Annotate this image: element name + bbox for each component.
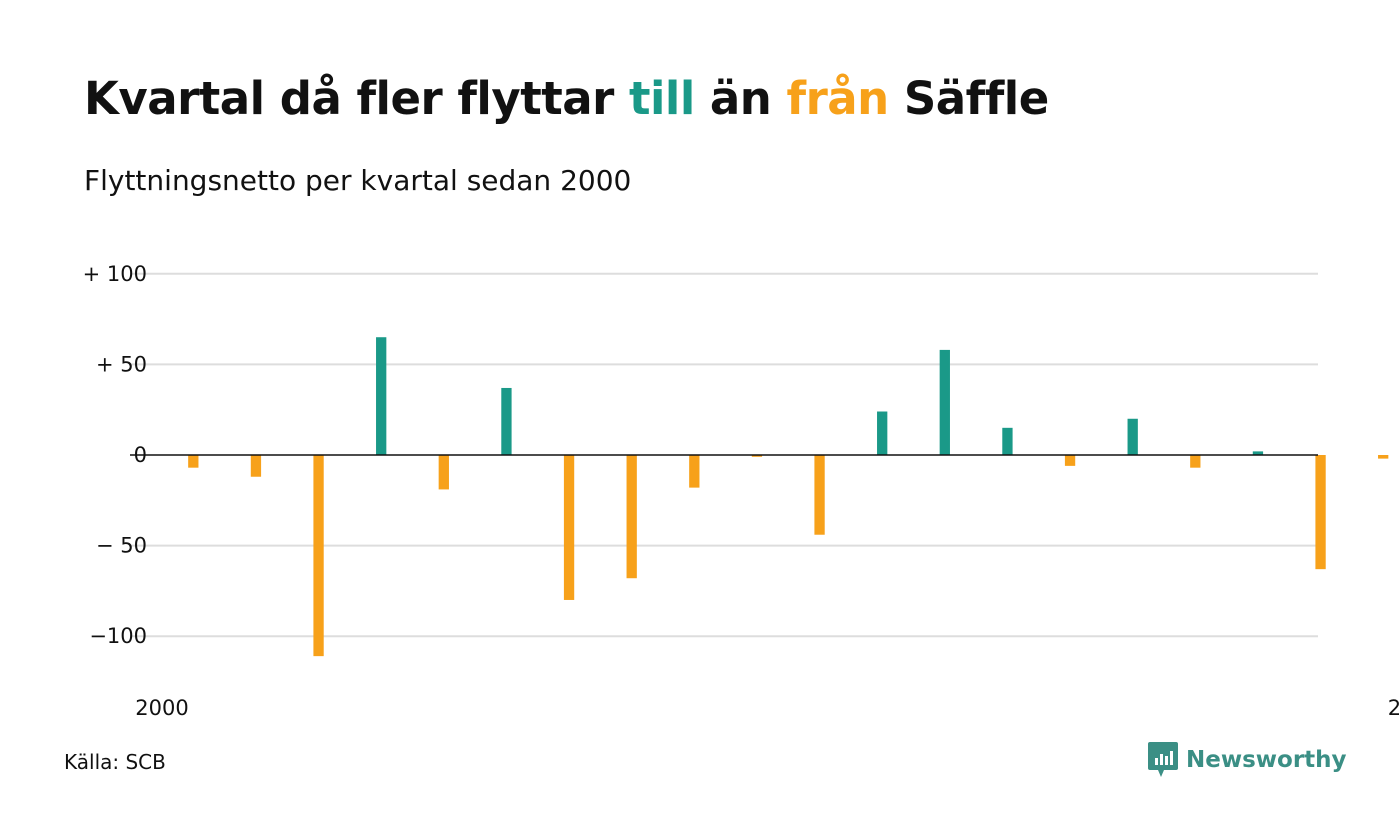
bar xyxy=(626,455,637,579)
bar xyxy=(689,455,700,488)
newsworthy-logo: Newsworthy xyxy=(1148,742,1347,778)
bar xyxy=(501,387,512,455)
y-tick-label: + 100 xyxy=(83,262,147,286)
bar xyxy=(939,349,950,455)
bar-chart: + 100+ 500− 50−10020002005201020152020 xyxy=(83,262,1400,720)
bar xyxy=(1315,455,1326,570)
bar xyxy=(877,411,888,455)
bar xyxy=(563,455,575,600)
title-till: till xyxy=(628,72,695,125)
bar xyxy=(438,455,449,490)
newsworthy-logo-text: Newsworthy xyxy=(1186,747,1347,773)
source-note: Källa: SCB xyxy=(64,750,166,774)
bar xyxy=(1190,455,1201,468)
axes: + 100+ 500− 50−10020002005201020152020 xyxy=(83,262,1400,720)
x-tick-label: 2005 xyxy=(1388,696,1400,720)
y-tick-label: −100 xyxy=(89,624,147,648)
bar xyxy=(313,455,324,657)
bar xyxy=(814,455,825,535)
bar xyxy=(1002,427,1013,455)
bar xyxy=(751,455,763,457)
bar xyxy=(1378,455,1389,459)
bars xyxy=(188,337,1389,657)
chart-title: Kvartal då fler flyttar till än från Säf… xyxy=(84,72,1049,125)
title-part-1: Kvartal då fler flyttar xyxy=(84,72,629,125)
bar xyxy=(188,455,199,468)
title-part-3: Säffle xyxy=(888,72,1049,125)
bar xyxy=(250,455,262,477)
bar xyxy=(1064,455,1076,466)
title-fran: från xyxy=(786,72,890,125)
grid-lines xyxy=(130,272,1318,638)
newsworthy-logo-icon xyxy=(1148,742,1178,777)
bar xyxy=(376,337,387,455)
bar xyxy=(1127,418,1138,455)
bar xyxy=(1252,451,1264,455)
chart-subtitle: Flyttningsnetto per kvartal sedan 2000 xyxy=(84,164,632,197)
title-part-2: än xyxy=(694,72,787,125)
y-tick-label: − 50 xyxy=(96,534,147,558)
y-tick-label: + 50 xyxy=(96,352,147,376)
x-tick-label: 2000 xyxy=(135,696,188,720)
